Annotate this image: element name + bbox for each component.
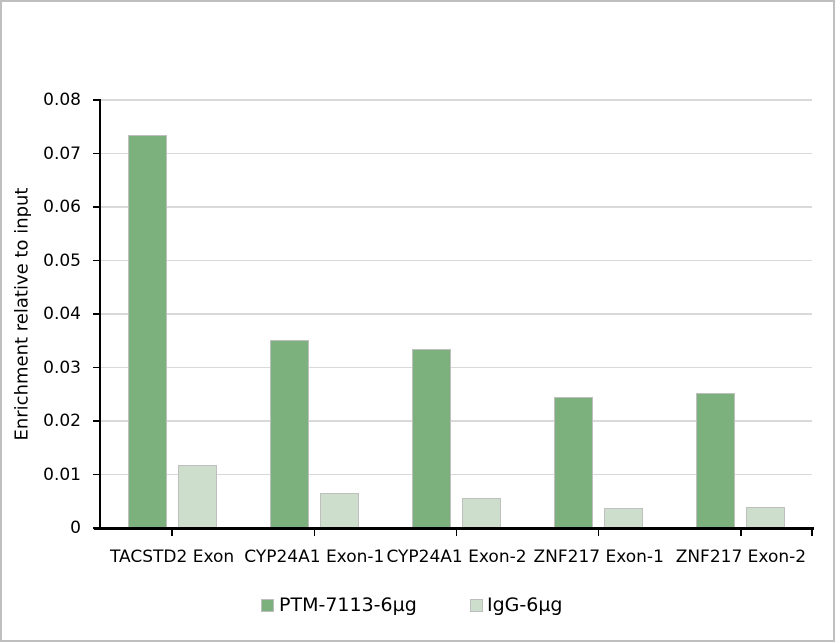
- bar-ptm-0: [127, 134, 167, 528]
- y-tick-label: 0.04: [43, 304, 81, 324]
- x-category-label: ZNF217 Exon-1: [533, 547, 664, 567]
- y-axis-tick: [93, 152, 100, 155]
- bar-ptm-4: [696, 392, 736, 528]
- gridline: [101, 420, 812, 422]
- legend-label-igg: IgG-6µg: [487, 594, 563, 616]
- x-axis-tick: [171, 529, 173, 536]
- x-axis-end-tick: [811, 529, 813, 536]
- y-tick-label: 0.08: [43, 90, 81, 110]
- y-tick-label: 0.03: [43, 357, 81, 378]
- y-tick-label: 0.05: [43, 250, 81, 271]
- x-category-label: CYP24A1 Exon-2: [386, 547, 527, 567]
- y-axis-tick: [93, 206, 100, 208]
- x-category-label: TACSTD2 Exon: [109, 547, 235, 567]
- y-tick-label: 0.07: [43, 143, 81, 164]
- bar-igg-3: [604, 508, 644, 528]
- x-category-label: ZNF217 Exon-2: [675, 547, 807, 567]
- bar-igg-2: [462, 497, 501, 528]
- x-axis-tick: [313, 529, 316, 536]
- y-axis-tick: [93, 420, 100, 422]
- x-category-label: CYP24A1 Exon-1: [244, 547, 385, 567]
- y-axis: [99, 99, 101, 529]
- y-axis-tick: [93, 473, 100, 476]
- legend-swatch-ptm: [261, 599, 274, 612]
- x-axis-tick: [597, 529, 600, 536]
- y-tick-label: 0.06: [43, 197, 81, 217]
- y-tick-label: 0.02: [43, 411, 81, 431]
- x-axis-tick: [740, 529, 742, 536]
- y-tick-label: 0.01: [43, 464, 81, 485]
- gridline: [101, 152, 812, 155]
- y-axis-tick: [93, 259, 100, 262]
- bar-igg-4: [746, 506, 786, 528]
- bar-igg-1: [319, 492, 359, 528]
- gridline: [101, 473, 812, 476]
- legend-swatch-igg: [470, 599, 483, 612]
- gridline: [101, 259, 812, 262]
- x-axis-tick: [455, 529, 458, 536]
- y-axis-tick: [93, 99, 100, 101]
- y-axis-tick: [93, 366, 100, 369]
- gridline: [101, 206, 812, 208]
- gridline: [101, 366, 812, 369]
- gridline: [101, 99, 812, 101]
- y-axis-tick: [93, 313, 100, 315]
- y-tick-label: 0: [70, 518, 81, 538]
- gridline: [101, 313, 812, 315]
- bar-ptm-1: [269, 340, 309, 528]
- bar-igg-0: [177, 464, 217, 528]
- legend-label-ptm: PTM-7113-6µg: [279, 594, 417, 616]
- bar-ptm-2: [412, 349, 451, 528]
- bar-ptm-3: [554, 396, 594, 528]
- x-axis: [94, 527, 814, 530]
